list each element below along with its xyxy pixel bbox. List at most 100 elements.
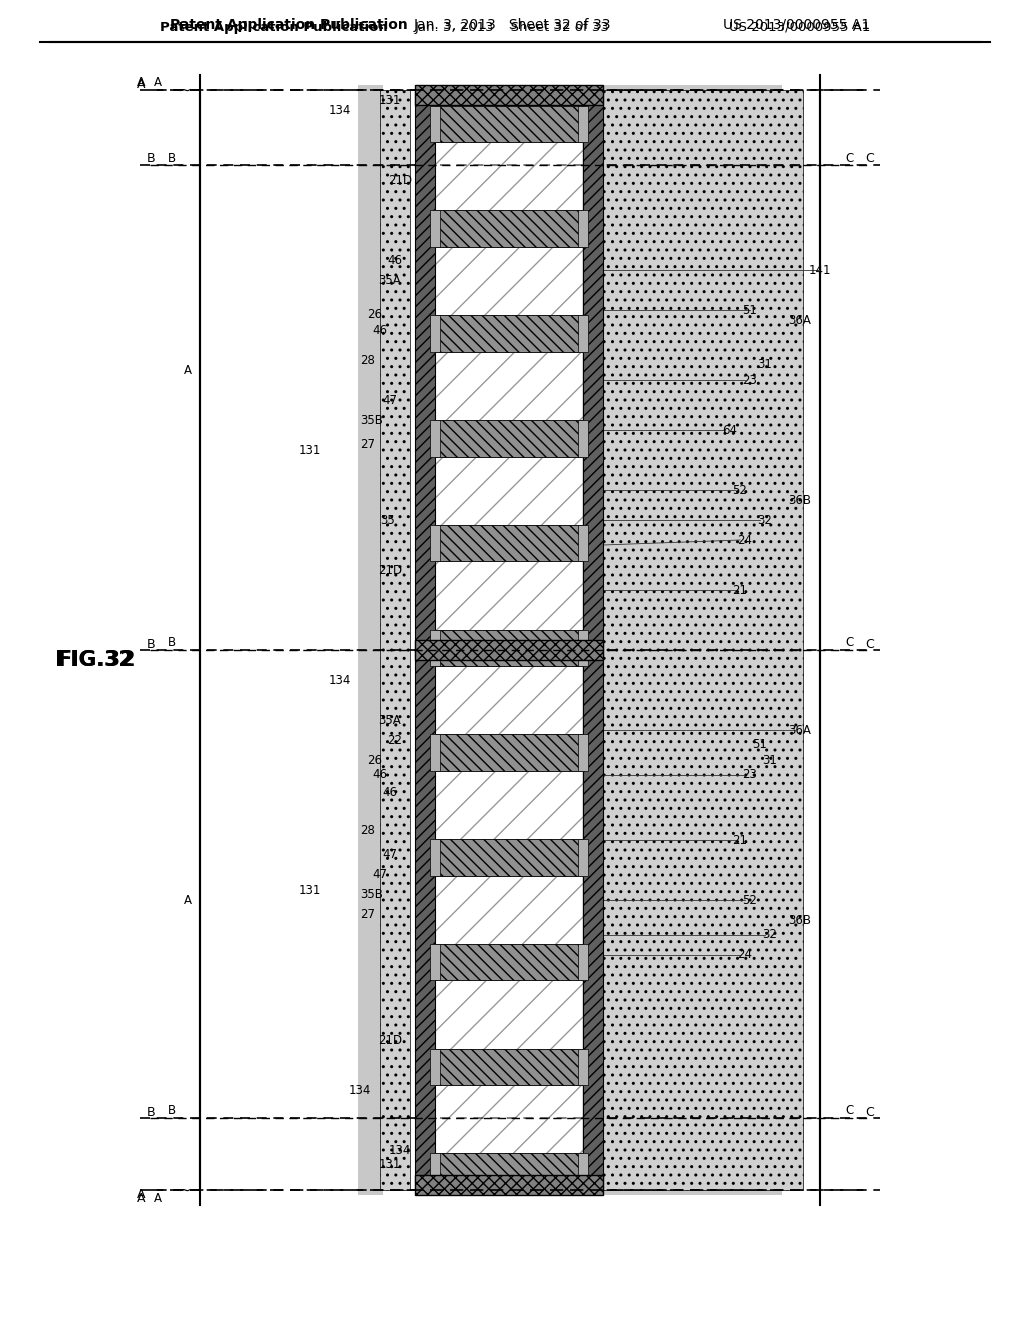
Text: 24: 24 [737,533,753,546]
Text: 21: 21 [732,833,748,846]
Bar [435,1154,583,1191]
Text: 131: 131 [379,94,401,107]
Bar [430,106,440,143]
Bar [435,944,583,981]
Bar [430,315,440,352]
Bar [435,561,583,630]
Text: A: A [154,75,162,88]
Text: 51: 51 [753,738,767,751]
Text: 36A: 36A [788,723,811,737]
Bar [435,734,583,771]
Bar [435,525,583,561]
Bar [435,106,583,143]
Text: 32: 32 [758,513,772,527]
Text: Jan. 3, 2013   Sheet 32 of 33: Jan. 3, 2013 Sheet 32 of 33 [414,18,610,32]
Bar [578,944,588,981]
Text: 131: 131 [299,883,322,896]
Text: 134: 134 [349,1084,371,1097]
Text: 47: 47 [383,393,397,407]
Text: ~: ~ [178,82,191,98]
Text: 51: 51 [742,304,758,317]
Text: 52: 52 [742,894,758,907]
Text: 26: 26 [368,754,383,767]
Text: A: A [136,78,145,91]
Text: 36B: 36B [788,494,811,507]
Bar [578,420,588,457]
Bar [578,734,588,771]
Text: FIG.32: FIG.32 [54,649,135,671]
Text: 46: 46 [383,785,397,799]
Text: 24: 24 [737,949,753,961]
Bar [435,315,583,352]
Bar [435,981,583,1048]
Text: B: B [146,638,155,651]
Text: 32: 32 [763,928,777,941]
Bar [582,84,782,1195]
Text: C: C [865,153,873,165]
Bar [430,1154,440,1191]
Text: 22: 22 [387,734,402,747]
Bar [435,840,583,875]
Text: 47: 47 [383,849,397,862]
Text: 131: 131 [379,1159,401,1172]
Text: 134: 134 [389,1143,412,1156]
Text: 134: 134 [329,673,351,686]
Text: C: C [846,1105,854,1118]
Text: US 2013/0000955 A1: US 2013/0000955 A1 [729,21,870,33]
Text: 23: 23 [742,768,758,781]
Bar [578,210,588,247]
Text: C: C [865,1106,873,1118]
Bar [415,84,603,106]
Bar [430,734,440,771]
Bar [578,525,588,561]
Text: F: F [419,649,425,660]
Text: 26: 26 [368,309,383,322]
Bar [578,1048,588,1085]
Text: 36A: 36A [788,314,811,326]
Text: Patent Application Publication: Patent Application Publication [160,21,388,33]
Bar [415,90,435,1191]
Text: 21: 21 [732,583,748,597]
Text: 35B: 35B [360,413,383,426]
Text: 131: 131 [299,444,322,457]
Text: 28: 28 [360,354,376,367]
Text: C: C [865,638,873,651]
Text: 31: 31 [758,359,772,371]
Text: 141: 141 [809,264,831,276]
Text: 35A: 35A [379,714,401,726]
Bar [430,210,440,247]
Bar [415,1175,603,1195]
Bar [430,525,440,561]
Text: ~: ~ [171,1184,182,1196]
Bar [430,630,440,667]
Text: 36B: 36B [788,913,811,927]
Bar [435,143,583,210]
Bar [578,106,588,143]
Bar [435,667,583,734]
Text: C: C [846,152,854,165]
Text: B: B [146,1106,155,1118]
Text: 46: 46 [373,323,387,337]
Text: ~: ~ [171,83,182,96]
Text: 31: 31 [763,754,777,767]
Bar [435,457,583,525]
Text: A: A [154,1192,162,1204]
Text: A: A [136,1192,145,1204]
Bar [435,247,583,315]
Text: 46: 46 [373,768,387,781]
Bar [435,771,583,840]
Text: 21D: 21D [378,1034,402,1047]
Bar [380,90,410,1191]
Text: Jan. 3, 2013    Sheet 32 of 33: Jan. 3, 2013 Sheet 32 of 33 [415,21,609,33]
Text: A: A [184,894,193,907]
Bar [435,630,583,667]
Bar [430,420,440,457]
Text: 27: 27 [360,908,376,921]
Bar [578,1154,588,1191]
Bar [578,630,588,667]
Text: 35A: 35A [379,273,401,286]
Text: 46: 46 [387,253,402,267]
Text: 28: 28 [360,824,376,837]
Bar [578,315,588,352]
Bar [603,90,803,1191]
